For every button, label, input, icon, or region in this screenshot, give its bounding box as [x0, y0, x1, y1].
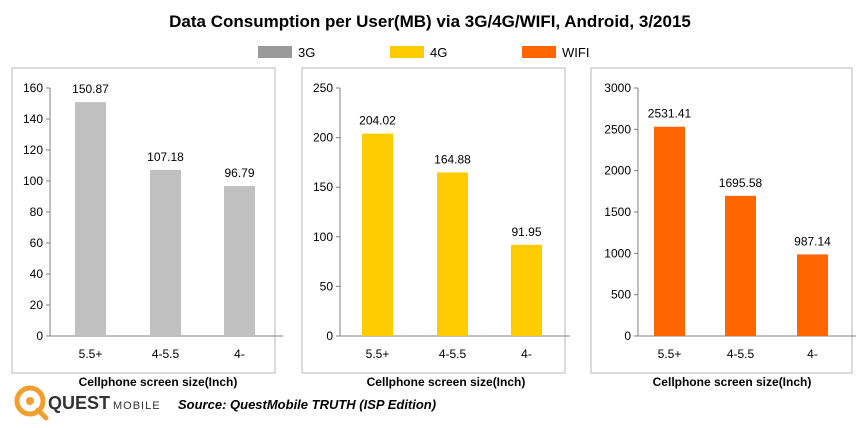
x-axis-title: Cellphone screen size(Inch)	[653, 375, 812, 389]
bar-value-label: 2531.41	[648, 107, 692, 121]
legend-label-wifi: WIFI	[562, 45, 589, 60]
y-tick-label: 80	[30, 205, 44, 219]
y-tick-label: 100	[313, 230, 333, 244]
x-category-label: 4-	[521, 347, 532, 361]
bar-value-label: 96.79	[224, 166, 254, 180]
y-tick-label: 2000	[604, 164, 631, 178]
y-tick-label: 500	[611, 288, 631, 302]
bar-4g-1	[362, 133, 393, 336]
x-category-label: 4-5.5	[727, 347, 755, 361]
x-category-label: 5.5+	[658, 347, 682, 361]
y-tick-label: 1500	[604, 205, 631, 219]
x-category-label: 4-	[807, 347, 818, 361]
bar-3g-1	[75, 102, 106, 337]
bar-3g-3	[224, 185, 255, 336]
y-tick-label: 250	[313, 81, 333, 95]
bar-value-label: 204.02	[359, 114, 396, 128]
y-tick-label: 1000	[604, 246, 631, 260]
y-tick-label: 3000	[604, 81, 631, 95]
legend-label-4g: 4G	[430, 45, 447, 60]
y-tick-label: 150	[313, 180, 333, 194]
y-tick-label: 20	[30, 298, 44, 312]
x-category-label: 5.5+	[366, 347, 390, 361]
y-tick-label: 140	[23, 112, 43, 126]
chart-panel-wifi: 0 500 1000 1500 2000 2500 3000 2531.41 5.5+ 1695.…	[590, 67, 856, 389]
logo: QUEST MOBILE	[14, 385, 161, 421]
x-category-label: 5.5+	[79, 347, 103, 361]
y-tick-label: 120	[23, 143, 43, 157]
legend-swatch-3g	[258, 46, 292, 58]
y-tick-label: 200	[313, 131, 333, 145]
y-tick-label: 0	[36, 329, 43, 343]
bar-4g-2	[437, 172, 468, 336]
bar-value-label: 91.95	[511, 225, 541, 239]
bar-value-label: 107.18	[147, 150, 184, 164]
y-tick-label: 40	[30, 267, 44, 281]
bar-value-label: 164.88	[434, 152, 471, 166]
y-tick-label: 100	[23, 174, 43, 188]
x-category-label: 4-5.5	[439, 347, 467, 361]
chart-title: Data Consumption per User(MB) via 3G/4G/…	[169, 12, 691, 31]
quest-mobile-logo-icon	[14, 385, 49, 421]
logo-brand-text: QUEST	[48, 393, 110, 413]
bar-wifi-3	[797, 254, 828, 336]
bar-wifi-2	[725, 195, 756, 336]
bar-4g-3	[511, 244, 542, 336]
bar-value-label: 987.14	[794, 234, 831, 248]
bar-value-label: 150.87	[72, 82, 109, 96]
y-tick-label: 60	[30, 236, 44, 250]
legend: 3G 4G WIFI	[258, 45, 589, 60]
y-tick-label: 0	[624, 329, 631, 343]
x-category-label: 4-5.5	[152, 347, 180, 361]
bar-3g-2	[150, 169, 181, 336]
y-tick-label: 50	[320, 279, 334, 293]
source-note: Source: QuestMobile TRUTH (ISP Edition)	[178, 397, 436, 412]
y-tick-label: 0	[326, 329, 333, 343]
bar-wifi-1	[654, 126, 685, 336]
x-category-label: 4-	[234, 347, 245, 361]
y-tick-label: 2500	[604, 122, 631, 136]
chart-panel-3g: 0 20 40 60 80 100 120 140 160 150.87 5.5+ 107.18 4-5…	[11, 67, 283, 389]
chart-panel-4g: 0 50 100 150 200 250 204.02 5.5+ 164.88 4-5.5 91.9…	[301, 67, 570, 389]
x-axis-title: Cellphone screen size(Inch)	[79, 375, 238, 389]
x-axis-title: Cellphone screen size(Inch)	[367, 375, 526, 389]
legend-swatch-4g	[390, 46, 424, 58]
legend-swatch-wifi	[522, 46, 556, 58]
y-tick-label: 160	[23, 81, 43, 95]
legend-label-3g: 3G	[298, 45, 315, 60]
logo-sub-text: MOBILE	[113, 400, 161, 412]
bar-value-label: 1695.58	[719, 176, 763, 190]
